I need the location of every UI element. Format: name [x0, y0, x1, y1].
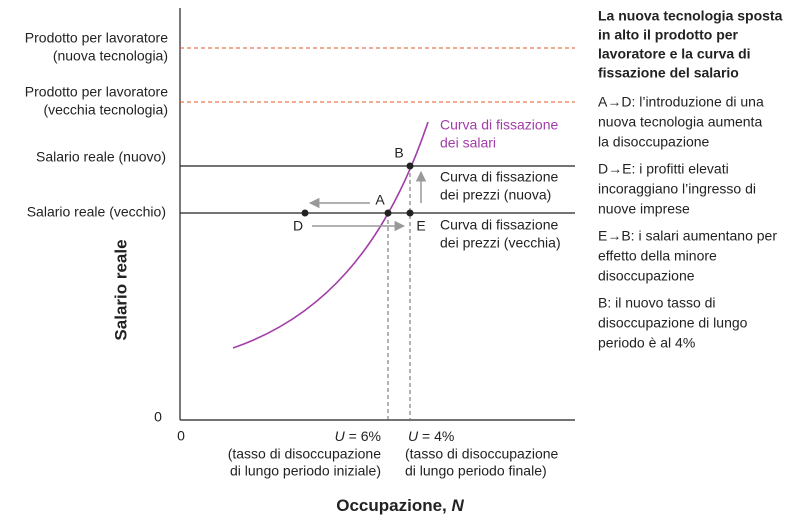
panel-text: disoccupazione di lungo — [598, 315, 748, 331]
point-d — [301, 209, 309, 217]
panel-text: la disoccupazione — [598, 134, 710, 150]
point-e — [406, 209, 414, 217]
price-new-label: Curva di fissazione — [440, 169, 558, 185]
y-axis-label: Salario reale — [111, 239, 130, 340]
panel-text: A→D: l’introduzione di una — [598, 94, 764, 110]
panel-text: disoccupazione — [598, 268, 695, 284]
u-value: = 6% — [345, 428, 381, 444]
output-old-label: (vecchia tecnologia) — [43, 102, 168, 118]
panel-title: lavoratore e la curva di — [598, 46, 751, 62]
panel-title: in alto il prodotto per — [598, 27, 739, 43]
label-b: B — [394, 145, 403, 161]
wage-curve-label: dei salari — [440, 135, 496, 151]
x-zero: 0 — [177, 428, 185, 444]
label-d: D — [293, 218, 303, 234]
u-initial-note: (tasso di disoccupazione — [228, 446, 382, 462]
side-panel: La nuova tecnologia sposta in alto il pro… — [598, 8, 783, 351]
u-initial: U = 6% — [335, 428, 381, 444]
price-old-label: dei prezzi (vecchia) — [440, 235, 561, 251]
x-axis-label: Occupazione, N — [336, 496, 464, 515]
u-symbol: U — [335, 428, 346, 444]
panel-text: B: il nuovo tasso di — [598, 295, 716, 311]
panel-text: effetto della minore — [598, 248, 717, 264]
panel-title: La nuova tecnologia sposta — [598, 8, 783, 24]
panel-text: nuova tecnologia aumenta — [598, 114, 762, 130]
u-final-note: (tasso di disoccupazione — [405, 446, 559, 462]
u-initial-note: di lungo periodo iniziale) — [230, 463, 381, 479]
wage-old-label: Salario reale (vecchio) — [27, 204, 166, 220]
y-zero: 0 — [154, 409, 162, 425]
label-a: A — [375, 192, 385, 208]
price-old-label: Curva di fissazione — [440, 217, 558, 233]
panel-text: incoraggiano l’ingresso di — [598, 181, 756, 197]
wage-curve-label: Curva di fissazione — [440, 117, 558, 133]
u-final-note: di lungo periodo finale) — [405, 463, 547, 479]
price-new-label: dei prezzi (nuova) — [440, 187, 551, 203]
u-value: = 4% — [418, 428, 454, 444]
panel-text: periodo è al 4% — [598, 335, 695, 351]
panel-title: fissazione del salario — [598, 65, 739, 81]
x-axis-label-text: Occupazione, — [336, 496, 451, 515]
panel-text: D→E: i profitti elevati — [598, 161, 729, 177]
label-e: E — [416, 218, 425, 234]
output-new-label: Prodotto per lavoratore — [25, 30, 168, 46]
wage-new-label: Salario reale (nuovo) — [36, 149, 166, 165]
u-symbol: U — [408, 428, 419, 444]
u-final: U = 4% — [408, 428, 454, 444]
panel-text: E→B: i salari aumentano per — [598, 228, 777, 244]
output-new-label: (nuova tecnologia) — [53, 48, 168, 64]
point-a — [384, 209, 392, 217]
panel-text: nuove imprese — [598, 201, 690, 217]
output-old-label: Prodotto per lavoratore — [25, 84, 168, 100]
x-axis-symbol: N — [451, 496, 464, 515]
point-b — [406, 162, 414, 170]
